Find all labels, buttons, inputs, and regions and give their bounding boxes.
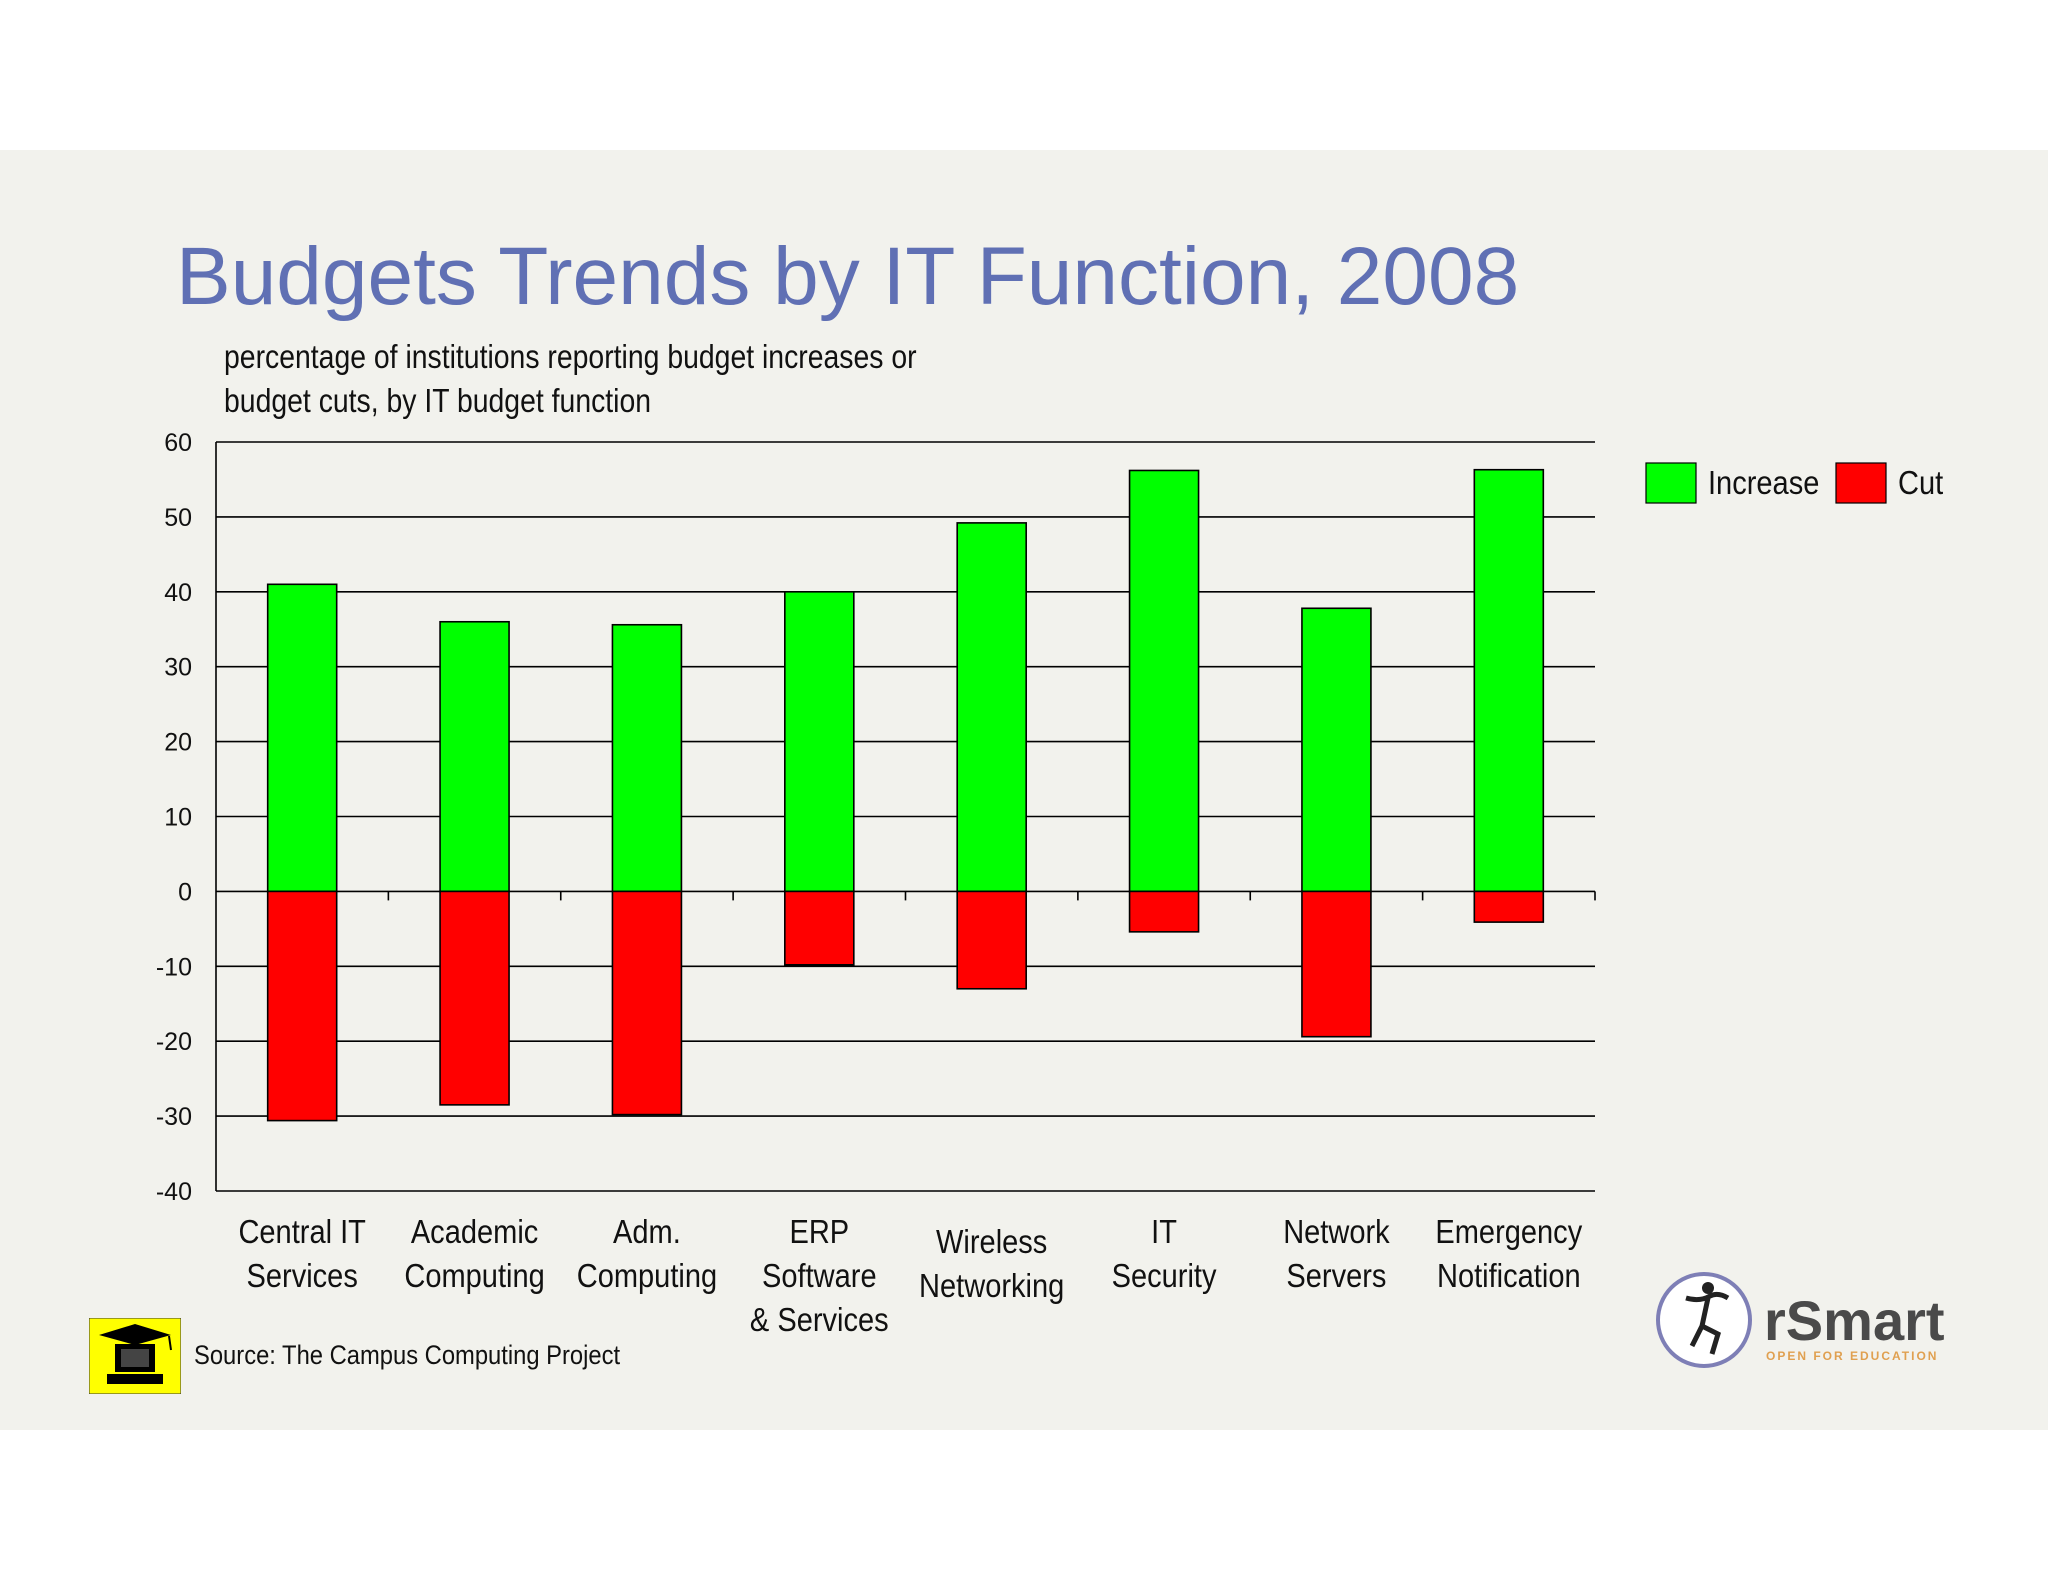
x-category-label: Adm. <box>613 1213 681 1250</box>
x-category-label: Software <box>762 1257 877 1294</box>
y-tick-label: 0 <box>178 878 192 906</box>
bar-increase <box>1128 469 1200 893</box>
legend-label-increase: Increase <box>1708 464 1819 501</box>
x-category-label: Computing <box>404 1257 544 1294</box>
y-tick-label: -40 <box>156 1178 192 1206</box>
x-category-label: Networking <box>919 1267 1064 1304</box>
x-category-label: Emergency <box>1435 1213 1582 1250</box>
x-category-label: Services <box>247 1257 358 1294</box>
y-tick-label: 50 <box>164 504 192 532</box>
bar-cut <box>1301 890 1372 1038</box>
y-tick-label: 20 <box>164 729 192 757</box>
bar-cut <box>1473 890 1545 923</box>
logo-tagline: OPEN FOR EDUCATION <box>1766 1349 1938 1363</box>
bar-cut <box>784 890 855 966</box>
y-tick-label: 30 <box>164 654 192 682</box>
bar-increase <box>956 522 1027 893</box>
y-tick-label: 60 <box>164 429 192 457</box>
legend-label-cut: Cut <box>1898 464 1944 501</box>
rsmart-logo: rSmart OPEN FOR EDUCATION <box>1656 1272 1945 1368</box>
bar-increase <box>1473 468 1545 893</box>
bar-increase <box>439 620 510 893</box>
campus-computing-logo <box>89 1318 181 1394</box>
bar-cut <box>611 890 683 1116</box>
bar-cut <box>439 890 510 1106</box>
bar-cut <box>956 890 1027 990</box>
y-tick-label: 40 <box>164 579 192 607</box>
bar-increase <box>611 623 683 893</box>
y-tick-label: 10 <box>164 804 192 832</box>
x-category-label: Computing <box>577 1257 717 1294</box>
bar-cut <box>266 890 338 1122</box>
y-tick-label: -20 <box>156 1028 192 1056</box>
x-category-label: IT <box>1151 1213 1177 1250</box>
bar-chart: 60 50 40 30 20 10 0 -10 -20 -30 -40 Central IT Servi… <box>156 429 1944 1338</box>
x-category-label: Network <box>1283 1213 1390 1250</box>
legend-swatch-cut <box>1835 462 1887 504</box>
chart-subtitle: percentage of institutions reporting bud… <box>224 338 917 419</box>
y-tick-label: -10 <box>156 953 192 981</box>
x-category-label: Wireless <box>936 1223 1047 1260</box>
y-tick-label: -30 <box>156 1103 192 1131</box>
x-category-label: Servers <box>1286 1257 1386 1294</box>
x-category-label: Central IT <box>238 1213 365 1250</box>
x-category-label: Notification <box>1437 1257 1581 1294</box>
slide-background: Budgets Trends by IT Function, 2008 perc… <box>0 150 2048 1430</box>
x-category-label: & Services <box>750 1301 889 1338</box>
source-note: Source: The Campus Computing Project <box>194 1340 621 1370</box>
bar-increase <box>1301 607 1372 893</box>
bar-cut <box>1128 890 1200 933</box>
x-category-label: ERP <box>789 1213 849 1250</box>
x-category-label: Academic <box>411 1213 538 1250</box>
bar-increase <box>266 583 338 893</box>
x-category-label: Security <box>1112 1257 1217 1294</box>
legend-swatch-increase <box>1645 462 1697 504</box>
logo-wordmark: rSmart <box>1764 1289 1945 1352</box>
slide-title: Budgets Trends by IT Function, 2008 <box>176 231 1520 322</box>
bar-increase <box>784 590 855 893</box>
